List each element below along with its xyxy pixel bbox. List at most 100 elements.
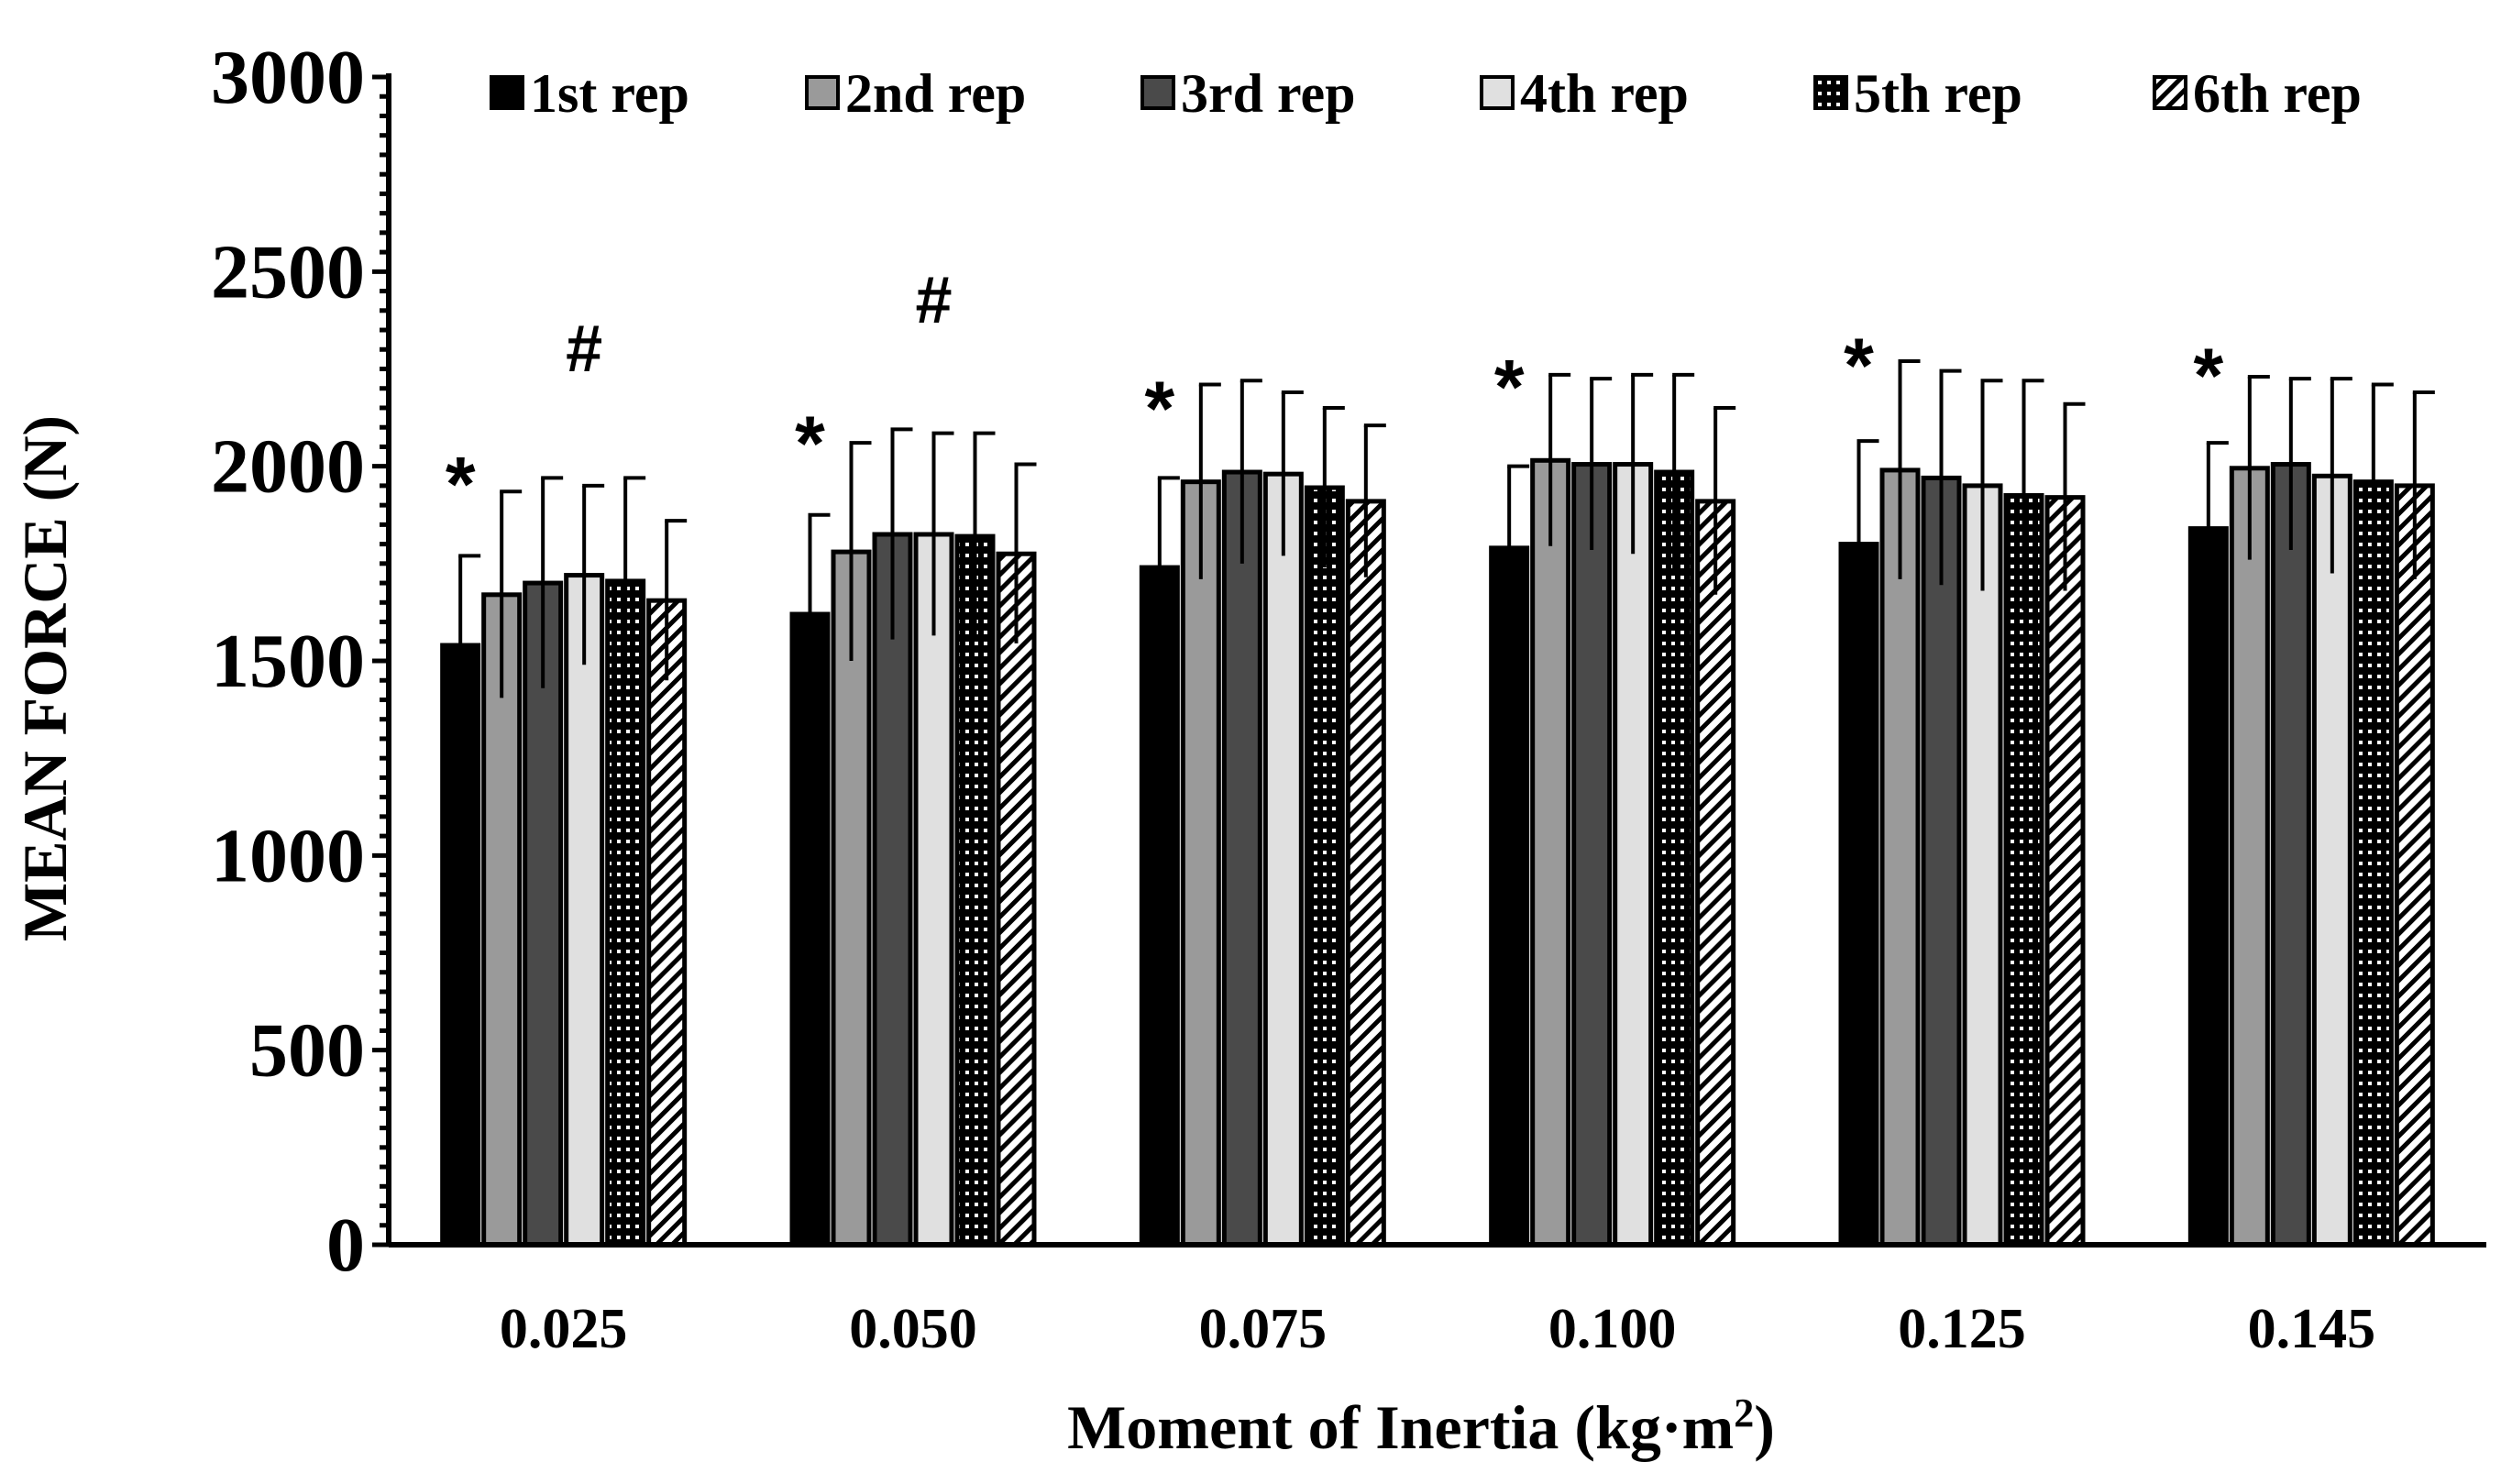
error-bar (1939, 368, 1962, 586)
bar-3rd-rep-0.075 (1221, 469, 1262, 1248)
legend-swatch (490, 75, 524, 110)
bar-2nd-rep-0.050 (831, 549, 872, 1248)
legend-label: 1st rep (530, 63, 689, 124)
bars (440, 457, 2435, 1248)
annotations: * # * # * * * * (446, 264, 2224, 527)
y-tick-label: 1000 (211, 813, 365, 898)
legend-item: 1st rep (490, 63, 689, 124)
bar-5th-rep-0.075 (1304, 485, 1345, 1248)
error-bar (2288, 377, 2311, 550)
legend-swatch (1813, 75, 1848, 110)
error-bar (623, 476, 646, 685)
y-tick-label: 0 (326, 1203, 365, 1288)
legend-swatch (2153, 75, 2187, 110)
x-tick-label: 0.125 (1898, 1298, 2026, 1360)
y-tick-label: 2000 (211, 424, 365, 510)
bar-1st-rep-0.025 (440, 643, 481, 1248)
bar-1st-rep-0.125 (1838, 542, 1879, 1248)
y-tick-label: 1500 (211, 619, 365, 704)
bar-4th-rep-0.125 (1962, 483, 2003, 1248)
error-bar (931, 431, 954, 636)
legend-label: 2nd rep (845, 63, 1026, 124)
significance-asterisk: * (2193, 332, 2223, 418)
error-bar (1548, 372, 1571, 546)
error-bar (1631, 372, 1654, 555)
bar-3rd-rep-0.145 (2270, 462, 2311, 1248)
error-bar (808, 512, 831, 714)
bar-1st-rep-0.100 (1489, 545, 1530, 1248)
bar-5th-rep-0.050 (954, 533, 996, 1248)
bar-5th-rep-0.145 (2352, 479, 2394, 1248)
error-bar (890, 427, 913, 640)
legend: 1st rep 2nd rep 3rd rep 4th rep 5th rep 6th r… (490, 63, 2362, 124)
bar-2nd-rep-0.075 (1180, 479, 1221, 1248)
error-bar (541, 476, 564, 688)
bar-3rd-rep-0.100 (1571, 462, 1613, 1248)
y-axis-title: MEAN FORCE (N) (10, 415, 80, 941)
legend-item: 4th rep (1480, 63, 1689, 124)
significance-hash: # (915, 264, 952, 337)
significance-asterisk: * (795, 401, 825, 487)
y-tick-label: 500 (249, 1008, 365, 1094)
error-bar (1507, 464, 1530, 631)
bar-4th-rep-0.075 (1262, 471, 1304, 1248)
bar-4th-rep-0.145 (2311, 473, 2352, 1248)
error-bar (2206, 441, 2229, 615)
bar-3rd-rep-0.125 (1921, 475, 1962, 1248)
y-axis-ticks: 0 500 1000 1500 2000 2500 3000 (211, 35, 389, 1288)
x-tick-label: 0.100 (1548, 1298, 1677, 1360)
error-bar (1239, 379, 1262, 564)
error-bar (2063, 401, 2086, 591)
legend-label: 3rd rep (1181, 63, 1356, 124)
bar-1st-rep-0.075 (1139, 565, 1180, 1248)
bar-1st-rep-0.145 (2187, 526, 2229, 1248)
bar-2nd-rep-0.125 (1879, 467, 1921, 1248)
legend-label: 4th rep (1520, 63, 1689, 124)
legend-item: 3rd rep (1140, 63, 1356, 124)
bar-4th-rep-0.100 (1613, 462, 1654, 1248)
legend-swatch (1140, 75, 1175, 110)
error-bar (1014, 462, 1037, 643)
error-bar (973, 431, 996, 640)
legend-item: 5th rep (1813, 63, 2022, 124)
bar-6th-rep-0.125 (2044, 495, 2086, 1248)
x-axis-title-main: Moment of Inertia (kg·m (1067, 1392, 1734, 1462)
significance-asterisk: * (1144, 365, 1174, 451)
error-bar (2022, 379, 2044, 610)
significance-asterisk: * (446, 441, 476, 527)
error-bar (1590, 377, 1613, 550)
error-bar (849, 441, 872, 661)
x-tick-label: 0.050 (849, 1298, 977, 1360)
bar-6th-rep-0.075 (1345, 499, 1386, 1248)
error-bar (1363, 423, 1386, 577)
error-bar (2330, 377, 2352, 574)
error-bar (1157, 476, 1180, 657)
significance-hash: # (566, 313, 602, 386)
legend-label: 6th rep (2193, 63, 2362, 124)
bar-6th-rep-0.025 (646, 598, 688, 1248)
error-bar (500, 489, 523, 698)
error-bar (2247, 374, 2270, 560)
bar-6th-rep-0.050 (996, 551, 1037, 1248)
y-tick-label: 3000 (211, 35, 365, 120)
x-tick-label: 0.025 (500, 1298, 628, 1360)
error-bars (458, 359, 2435, 735)
x-axis-labels: 0.025 0.050 0.075 0.100 0.125 0.145 (500, 1298, 2375, 1360)
x-axis-title-suffix: ) (1754, 1392, 1775, 1462)
x-axis-title: Moment of Inertia (kg·m2) (1067, 1391, 1775, 1463)
error-bar (2371, 382, 2394, 579)
error-bar (1198, 382, 1221, 579)
error-bar (458, 554, 481, 735)
bar-5th-rep-0.100 (1654, 469, 1695, 1248)
bar-4th-rep-0.050 (913, 532, 954, 1248)
bar-6th-rep-0.145 (2394, 483, 2435, 1248)
significance-asterisk: * (1494, 344, 1525, 430)
error-bar (665, 519, 688, 681)
legend-label: 5th rep (1854, 63, 2022, 124)
legend-item: 6th rep (2153, 63, 2362, 124)
bar-5th-rep-0.025 (605, 578, 646, 1248)
legend-item: 2nd rep (805, 63, 1026, 124)
error-bar (1322, 405, 1345, 568)
legend-swatch (1480, 75, 1515, 110)
